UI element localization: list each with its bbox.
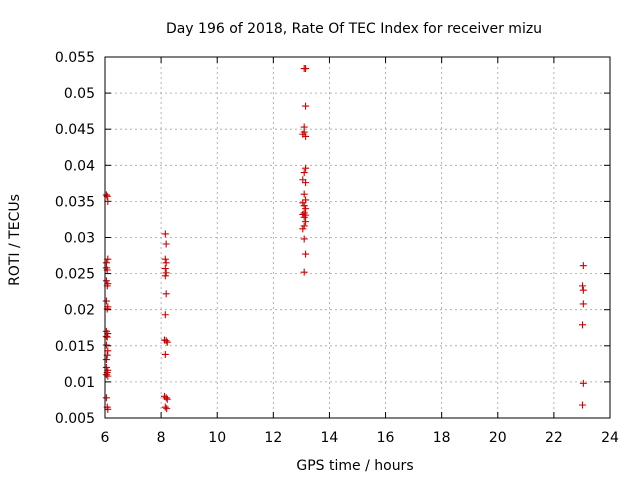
data-point — [162, 259, 170, 267]
data-point — [102, 356, 110, 364]
data-point — [579, 379, 587, 387]
data-point — [579, 321, 587, 329]
y-axis-label: ROTI / TECUs — [7, 194, 23, 286]
x-tick-label: 14 — [321, 430, 339, 446]
x-tick-label: 20 — [489, 430, 507, 446]
y-tick-label: 0.045 — [55, 122, 95, 138]
data-point — [300, 268, 308, 276]
x-tick-label: 22 — [545, 430, 563, 446]
x-axis-label: GPS time / hours — [296, 458, 413, 474]
data-point — [162, 290, 170, 298]
data-point — [102, 371, 110, 379]
data-point — [162, 269, 170, 277]
data-point — [579, 286, 587, 294]
x-tick-label: 18 — [433, 430, 451, 446]
y-tick-label: 0.025 — [55, 267, 95, 283]
y-tick-label: 0.005 — [55, 411, 95, 427]
data-point — [302, 102, 310, 110]
y-tick-label: 0.04 — [64, 158, 95, 174]
data-point — [161, 265, 169, 273]
data-point — [161, 350, 169, 358]
chart-title: Day 196 of 2018, Rate Of TEC Index for r… — [166, 21, 542, 37]
x-tick-label: 6 — [101, 430, 110, 446]
data-point — [300, 202, 308, 210]
data-point — [102, 341, 110, 349]
data-point — [163, 338, 171, 346]
y-tick-label: 0.01 — [64, 375, 95, 391]
data-point — [579, 401, 587, 409]
x-tick-label: 16 — [377, 430, 395, 446]
data-point — [102, 191, 110, 199]
data-point — [579, 262, 587, 270]
data-point — [162, 394, 170, 402]
data-point — [300, 169, 308, 177]
data-point — [300, 128, 308, 136]
grid-layer — [105, 57, 610, 418]
x-tick-label: 12 — [264, 430, 282, 446]
y-tick-label: 0.03 — [64, 231, 95, 247]
data-point — [102, 297, 110, 305]
y-tick-label: 0.02 — [64, 303, 95, 319]
x-tick-label: 10 — [208, 430, 226, 446]
data-point — [102, 332, 110, 340]
point-layer — [102, 65, 587, 413]
data-point — [299, 199, 307, 207]
plot-frame — [104, 56, 611, 419]
data-point — [302, 132, 310, 140]
data-point — [579, 300, 587, 308]
data-point — [302, 250, 310, 258]
data-point — [302, 205, 310, 213]
y-tick-label: 0.055 — [55, 50, 95, 66]
data-point — [300, 235, 308, 243]
data-point — [102, 394, 110, 402]
data-point — [162, 337, 170, 345]
y-tick-label: 0.035 — [55, 194, 95, 210]
data-point — [579, 282, 587, 290]
y-tick-label: 0.015 — [55, 339, 95, 355]
data-point — [161, 230, 169, 238]
data-point — [300, 222, 308, 230]
data-point — [163, 405, 171, 413]
data-point — [102, 277, 110, 285]
data-point — [302, 218, 310, 226]
data-point — [302, 164, 310, 172]
data-point — [163, 395, 171, 403]
x-tick-label: 8 — [157, 430, 166, 446]
data-point — [299, 225, 307, 233]
x-tick-label: 24 — [601, 430, 619, 446]
data-point — [300, 213, 308, 221]
data-point — [161, 272, 169, 280]
y-tick-label: 0.05 — [64, 86, 95, 102]
data-point — [300, 190, 308, 198]
data-point — [161, 403, 169, 411]
data-point — [302, 65, 310, 73]
data-point — [102, 363, 110, 371]
data-point — [161, 311, 169, 319]
data-point — [161, 255, 169, 263]
tick-layer: 6 8 10 12 14 16 18 20 22 24 0.005 0.01 0.015 0.02 0.02… — [55, 50, 619, 446]
data-point — [302, 179, 310, 187]
data-point — [162, 240, 170, 248]
